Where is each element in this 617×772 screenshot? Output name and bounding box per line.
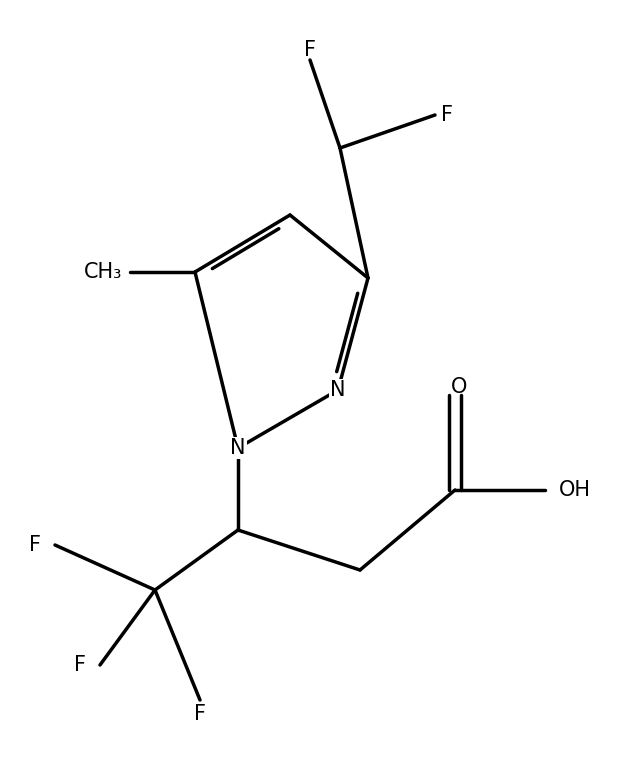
Text: F: F [441, 105, 453, 125]
Text: OH: OH [559, 480, 591, 500]
Text: N: N [230, 438, 246, 458]
Text: F: F [194, 704, 206, 724]
Text: CH₃: CH₃ [84, 262, 122, 282]
Text: O: O [451, 377, 467, 397]
Text: N: N [330, 380, 346, 400]
Text: F: F [29, 535, 41, 555]
Text: F: F [304, 40, 316, 60]
Text: F: F [74, 655, 86, 675]
